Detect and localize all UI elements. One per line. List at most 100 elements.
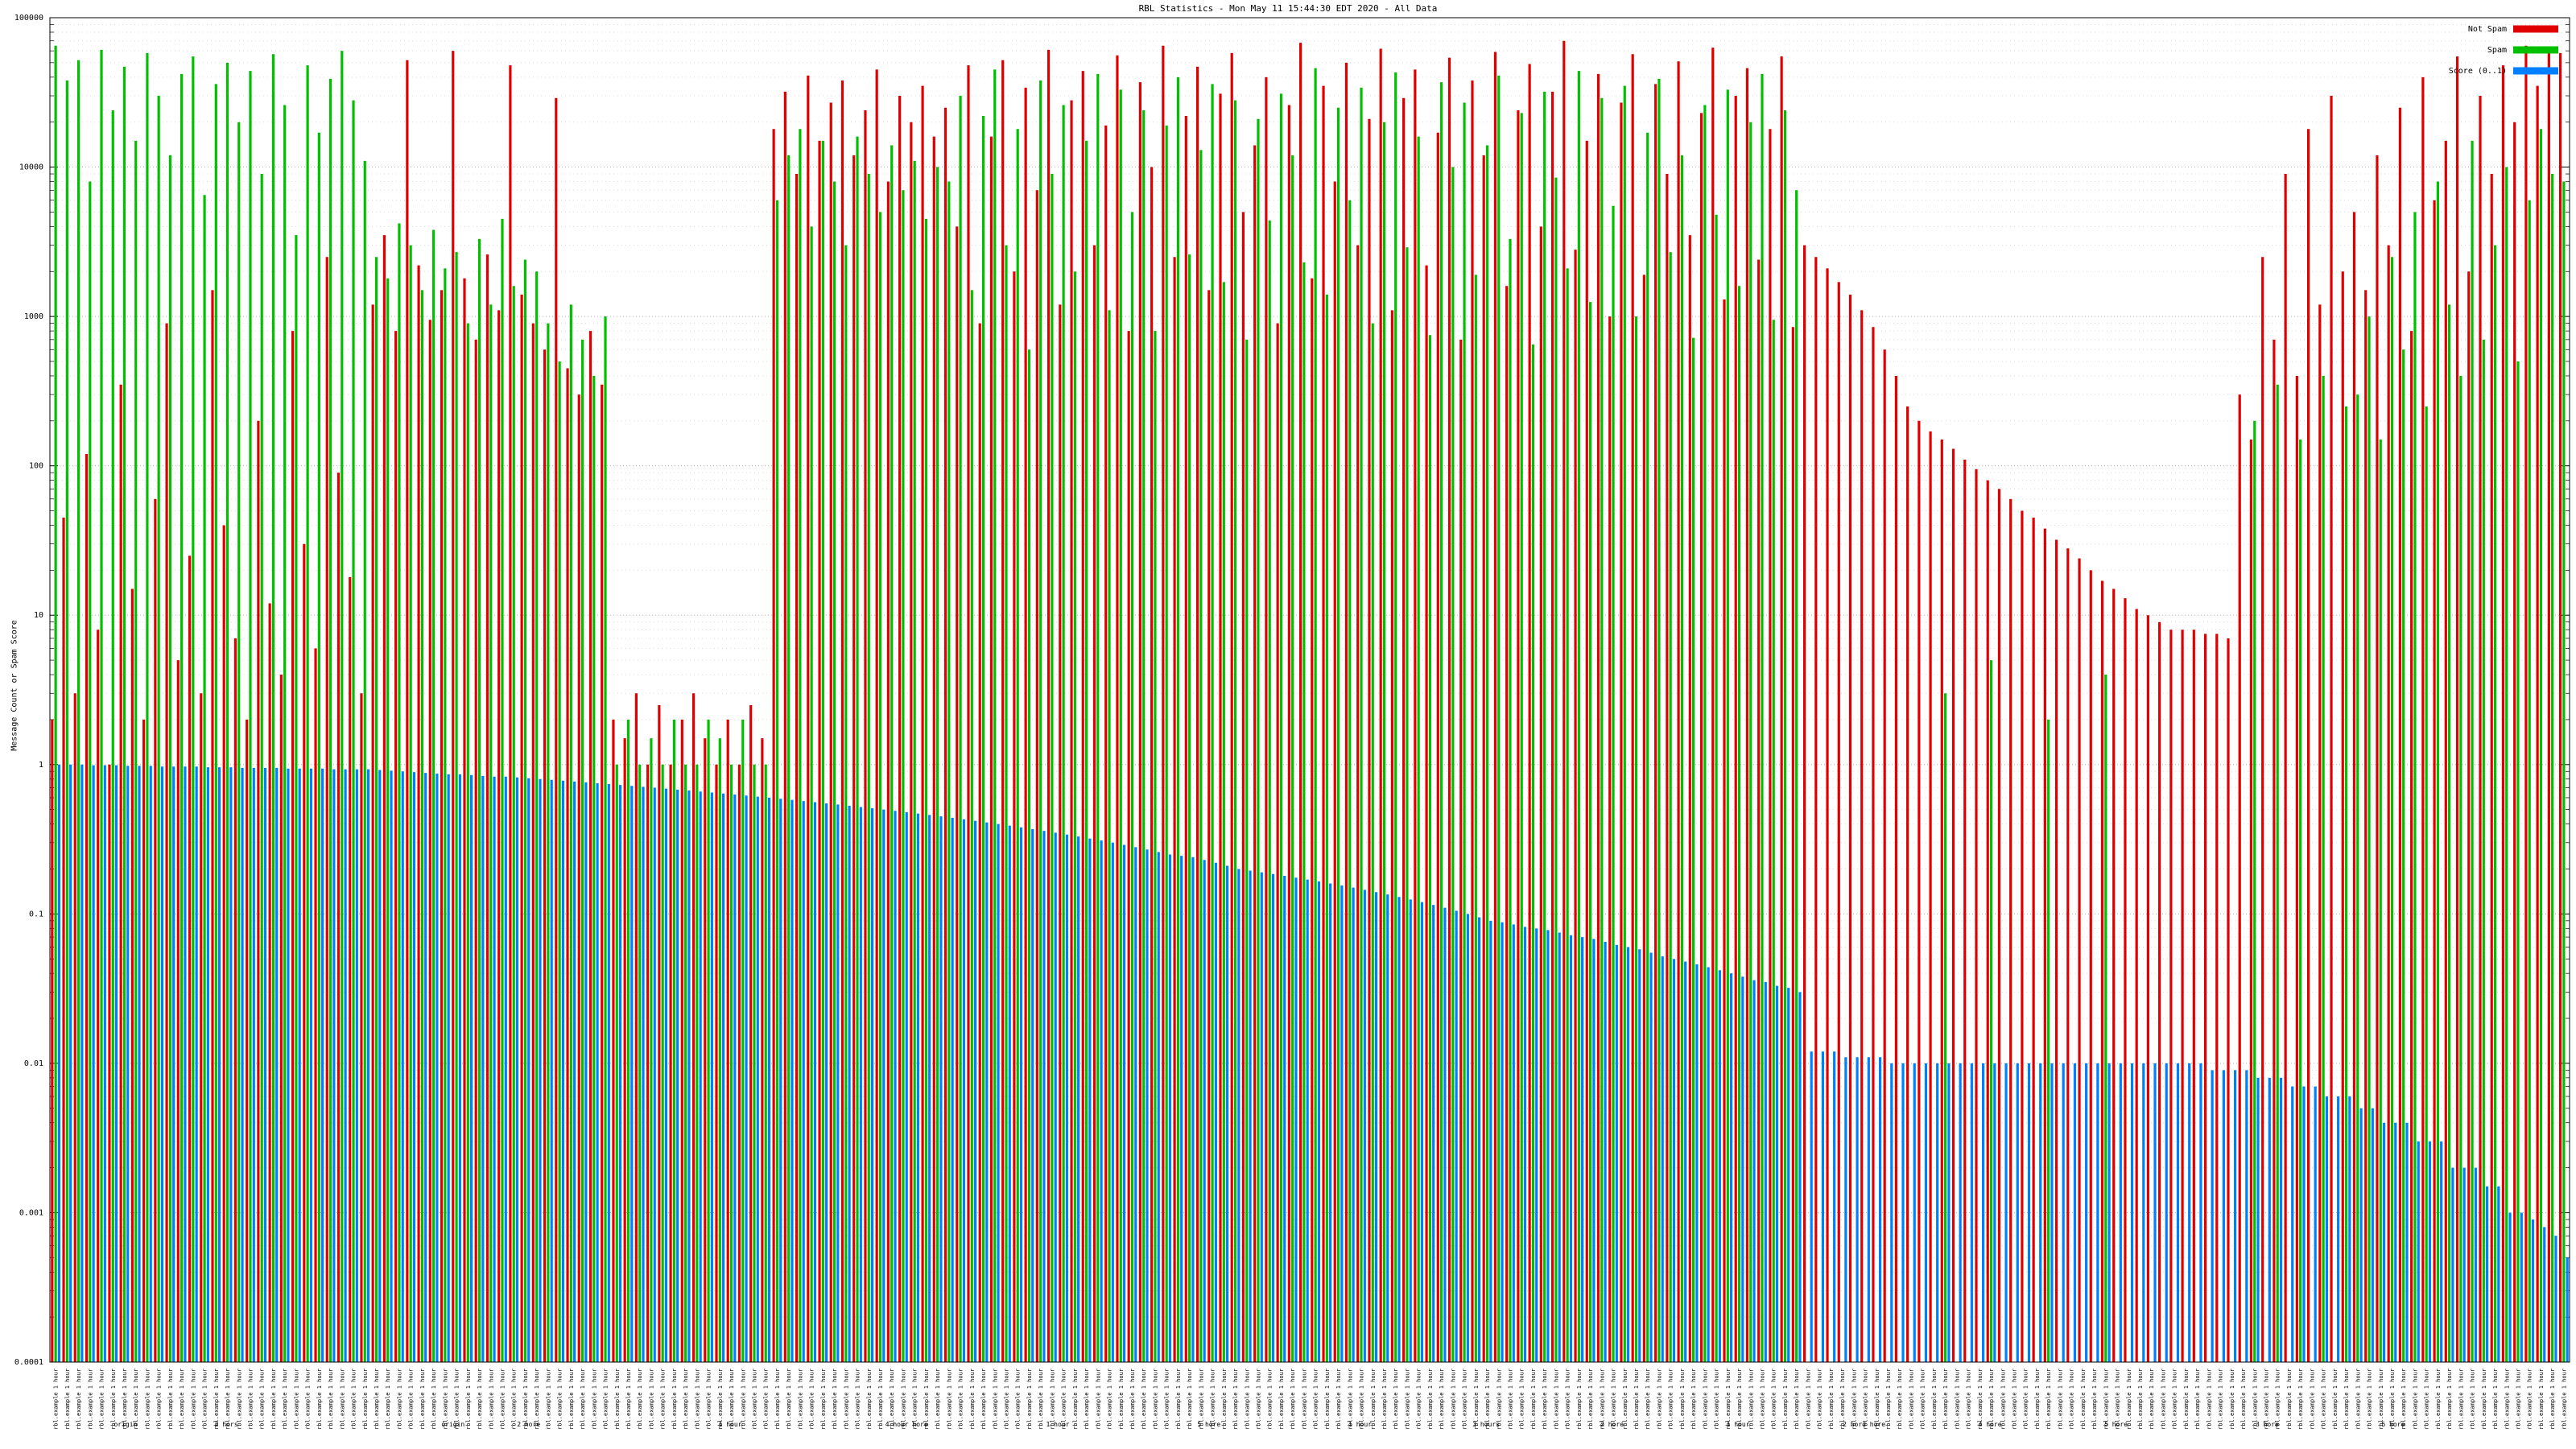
svg-text:rbl.example 1 hour: rbl.example 1 hour xyxy=(2103,1368,2109,1430)
svg-text:rbl.example 1 hour: rbl.example 1 hour xyxy=(877,1368,884,1430)
svg-text:rbl.example 1 hour: rbl.example 1 hour xyxy=(396,1368,402,1430)
svg-text:rbl.example 1 hour: rbl.example 1 hour xyxy=(1736,1368,1743,1430)
svg-text:4 hore: 4 hore xyxy=(1979,1421,2002,1428)
svg-text:rbl.example 1 hour: rbl.example 1 hour xyxy=(2538,1368,2545,1430)
svg-text:rbl.example 1 hour: rbl.example 1 hour xyxy=(1656,1368,1662,1430)
svg-text:rbl.example 1 hour: rbl.example 1 hour xyxy=(1107,1368,1113,1430)
svg-text:rbl.example 1 hour: rbl.example 1 hour xyxy=(545,1368,551,1430)
svg-text:rbl.example 1 hour: rbl.example 1 hour xyxy=(935,1368,941,1430)
svg-text:rbl.example 1 hour: rbl.example 1 hour xyxy=(1427,1368,1434,1430)
svg-text:rbl.example 1 hour: rbl.example 1 hour xyxy=(866,1368,873,1430)
svg-text:rbl.example 1 hour: rbl.example 1 hour xyxy=(2011,1368,2017,1430)
chart-title: RBL Statistics - Mon May 11 15:44:30 EDT… xyxy=(1138,3,1438,14)
svg-text:rbl.example 1 hour: rbl.example 1 hour xyxy=(2378,1368,2384,1430)
svg-text:rbl.example 1 hour: rbl.example 1 hour xyxy=(1507,1368,1513,1430)
svg-text:rbl.example 1 hour: rbl.example 1 hour xyxy=(958,1368,964,1430)
svg-text:rbl.example 1 hour: rbl.example 1 hour xyxy=(2412,1368,2418,1430)
svg-text:rbl.example 1 hour: rbl.example 1 hour xyxy=(2549,1368,2556,1430)
svg-text:rbl.example 1 hour: rbl.example 1 hour xyxy=(2343,1368,2350,1430)
svg-text:rbl.example 1 hour: rbl.example 1 hour xyxy=(2194,1368,2201,1430)
svg-text:rbl.example 1 hour: rbl.example 1 hour xyxy=(900,1368,906,1430)
series-score-0-1- xyxy=(57,764,2569,1362)
svg-text:rbl.example 1 hour: rbl.example 1 hour xyxy=(1988,1368,1995,1430)
svg-text:rbl.example 1 hour: rbl.example 1 hour xyxy=(568,1368,575,1430)
svg-text:rbl.example 1 hour: rbl.example 1 hour xyxy=(2229,1368,2235,1430)
svg-text:rbl.example 1 hour: rbl.example 1 hour xyxy=(99,1368,105,1430)
tick-marks xyxy=(50,17,2570,1363)
svg-text:rbl.example 1 hour: rbl.example 1 hour xyxy=(522,1368,529,1430)
svg-text:rbl.example 1 hour: rbl.example 1 hour xyxy=(2183,1368,2190,1430)
svg-text:rbl.example 1 hour: rbl.example 1 hour xyxy=(213,1368,220,1430)
svg-text:2 hors: 2 hors xyxy=(215,1421,238,1428)
svg-text:rbl.example 1 hour: rbl.example 1 hour xyxy=(625,1368,632,1430)
svg-text:rbl.example 1 hour: rbl.example 1 hour xyxy=(1290,1368,1296,1430)
svg-text:rbl.example 1 hour: rbl.example 1 hour xyxy=(1633,1368,1640,1430)
svg-text:rbl.example 1 hour: rbl.example 1 hour xyxy=(614,1368,621,1430)
svg-text:rbl.example 1 hour: rbl.example 1 hour xyxy=(2172,1368,2178,1430)
legend: Not Spam Spam Score (0..1) xyxy=(2449,25,2558,76)
svg-text:rbl.example 1 hour: rbl.example 1 hour xyxy=(1942,1368,1949,1430)
svg-text:rbl.example 1 hour: rbl.example 1 hour xyxy=(2297,1368,2304,1430)
svg-text:100000: 100000 xyxy=(14,14,43,23)
svg-text:rbl.example 1 hour: rbl.example 1 hour xyxy=(751,1368,758,1430)
svg-text:1000: 1000 xyxy=(24,312,43,321)
legend-label: Score (0..1) xyxy=(2449,67,2507,76)
svg-text:10000: 10000 xyxy=(19,163,43,172)
svg-text:rbl.example 1 hour: rbl.example 1 hour xyxy=(190,1368,196,1430)
svg-text:rbl.example 1 hour: rbl.example 1 hour xyxy=(1450,1368,1456,1430)
svg-text:rbl.example 1 hour: rbl.example 1 hour xyxy=(1278,1368,1285,1430)
svg-text:rbl.example 1 hour: rbl.example 1 hour xyxy=(717,1368,724,1430)
svg-text:0.0001: 0.0001 xyxy=(14,1358,43,1367)
y-tick-labels: 100000 10000 1000 100 10 1 0.1 0.01 0.001 0.0001 xyxy=(14,14,43,1367)
svg-text:5 hore: 5 hore xyxy=(1197,1421,1220,1428)
svg-text:rbl.example 1 hour: rbl.example 1 hour xyxy=(1966,1368,1972,1430)
svg-text:rbl.example 1 hour: rbl.example 1 hour xyxy=(2046,1368,2052,1430)
svg-text:rbl.example 1 hour: rbl.example 1 hour xyxy=(64,1368,71,1430)
svg-text:rbl.example 1 hour: rbl.example 1 hour xyxy=(1851,1368,1857,1430)
svg-text:rbl.example 1 hour: rbl.example 1 hour xyxy=(1714,1368,1720,1430)
svg-text:rbl.example 1 hour: rbl.example 1 hour xyxy=(1771,1368,1777,1430)
svg-text:rbl.example 1 hour: rbl.example 1 hour xyxy=(1026,1368,1033,1430)
svg-text:rbl.example 1 hour: rbl.example 1 hour xyxy=(557,1368,564,1430)
svg-text:rbl.example 1 hour: rbl.example 1 hour xyxy=(1690,1368,1697,1430)
svg-text:rbl.example 1 hour: rbl.example 1 hour xyxy=(889,1368,895,1430)
svg-text:rbl.example 1 hour: rbl.example 1 hour xyxy=(1095,1368,1101,1430)
svg-text:rbl.example 1 hour: rbl.example 1 hour xyxy=(53,1368,60,1430)
svg-text:rbl.example 1 hour: rbl.example 1 hour xyxy=(374,1368,380,1430)
svg-text:rbl.example 1 hour: rbl.example 1 hour xyxy=(1576,1368,1583,1430)
svg-text:rbl.example 1 hour: rbl.example 1 hour xyxy=(2527,1368,2533,1430)
svg-text:rbl.example 1 hour: rbl.example 1 hour xyxy=(431,1368,437,1430)
svg-text:2 hord hore: 2 hord hore xyxy=(1843,1421,1885,1428)
svg-text:rbl.example 1 hour: rbl.example 1 hour xyxy=(2275,1368,2281,1430)
svg-text:rbl.example 1 hour: rbl.example 1 hour xyxy=(1267,1368,1274,1430)
svg-text:2 hore: 2 hore xyxy=(517,1421,540,1428)
svg-text:rbl.example 1 hour: rbl.example 1 hour xyxy=(1565,1368,1571,1430)
svg-text:rbl.example 1 hour: rbl.example 1 hour xyxy=(2126,1368,2132,1430)
svg-text:rbl.example 1 hour: rbl.example 1 hour xyxy=(1198,1368,1204,1430)
svg-text:1 hour: 1 hour xyxy=(1727,1421,1750,1428)
svg-text:rbl.example 1 hour: rbl.example 1 hour xyxy=(442,1368,448,1430)
svg-text:rbl.example 1 hour: rbl.example 1 hour xyxy=(1404,1368,1410,1430)
svg-text:rbl.example 1 hour: rbl.example 1 hour xyxy=(774,1368,781,1430)
gridlines-minor xyxy=(50,23,2570,1318)
svg-text:rbl.example 1 hour: rbl.example 1 hour xyxy=(706,1368,712,1430)
svg-text:rbl.example 1 hour: rbl.example 1 hour xyxy=(236,1368,242,1430)
svg-text:rbl.example 1 hour: rbl.example 1 hour xyxy=(305,1368,312,1430)
svg-text:rbl.example 1 hour: rbl.example 1 hour xyxy=(1759,1368,1765,1430)
svg-text:rbl.example 1 hour: rbl.example 1 hour xyxy=(2367,1368,2373,1430)
svg-text:10: 10 xyxy=(34,611,43,620)
svg-text:rbl.example 1 hour: rbl.example 1 hour xyxy=(1599,1368,1605,1430)
svg-text:rbl.example 1 hour: rbl.example 1 hour xyxy=(247,1368,254,1430)
svg-text:rbl.example 1 hour: rbl.example 1 hour xyxy=(1587,1368,1594,1430)
svg-text:rbl.example 1 hour: rbl.example 1 hour xyxy=(2561,1368,2567,1430)
svg-text:rbl.example 1 hour: rbl.example 1 hour xyxy=(1061,1368,1067,1430)
svg-text:rbl.example 1 hour: rbl.example 1 hour xyxy=(1141,1368,1147,1430)
svg-text:rbl.example 1 hour: rbl.example 1 hour xyxy=(270,1368,277,1430)
svg-text:rbl.example 1 hour: rbl.example 1 hour xyxy=(2206,1368,2212,1430)
svg-text:3 hours: 3 hours xyxy=(1472,1421,1500,1428)
svg-text:rbl.example 1 hour: rbl.example 1 hour xyxy=(2355,1368,2361,1430)
svg-text:rbl.example 1 hour: rbl.example 1 hour xyxy=(2435,1368,2442,1430)
svg-text:rbl.example 1 hour: rbl.example 1 hour xyxy=(2332,1368,2339,1430)
svg-text:rbl.example 1 hour: rbl.example 1 hour xyxy=(2309,1368,2315,1430)
